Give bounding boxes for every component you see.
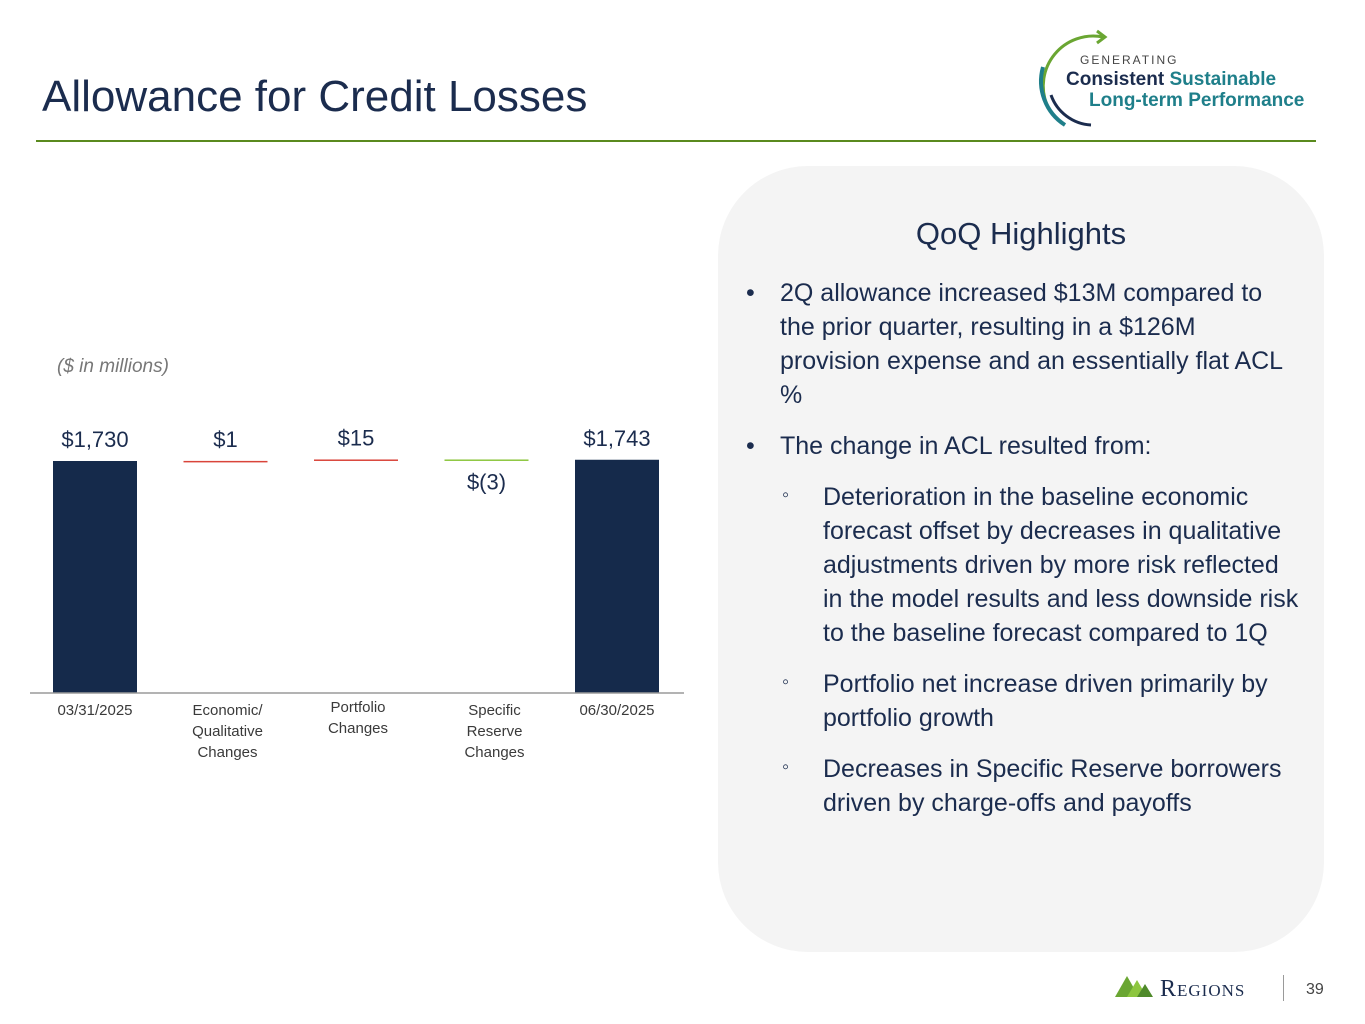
bullet-text: Deterioration in the baseline economic f… [823, 483, 1299, 647]
generating-logo: GENERATING Consistent Sustainable Long-t… [1035, 25, 1335, 135]
bullet-marker-icon: • [746, 432, 755, 460]
value-label-0: $1,730 [61, 427, 128, 452]
category-label-3: Specific Reserve Changes [464, 702, 524, 761]
bullet-marker-icon: ◦ [782, 484, 790, 506]
logo-consistent: Consistent [1066, 69, 1165, 90]
bar-delta-2 [314, 459, 398, 461]
swoosh-logo-icon [1039, 29, 1108, 127]
category-label-2: Portfolio Changes [328, 699, 388, 737]
waterfall-chart-svg: ($ in millions) $1,730 $1 $15 $(3) $1,743 03… [30, 356, 684, 761]
footer-separator [1283, 975, 1284, 1001]
waterfall-chart: ($ in millions) $1,730 $1 $15 $(3) $1,743 03… [0, 150, 700, 795]
value-label-2: $15 [338, 425, 375, 450]
logo-line-2: Long-term Performance [1089, 90, 1305, 111]
logo-line-1: Consistent Sustainable [1066, 69, 1276, 91]
logo-generating-text: GENERATING [1080, 53, 1179, 67]
panel-title: QoQ Highlights [915, 216, 1127, 251]
highlight-bullet-2: ◦ Deterioration in the baseline economic … [740, 480, 1300, 650]
bullet-marker-icon: ◦ [782, 671, 790, 693]
highlight-bullet-1: • The change in ACL resulted from: [740, 429, 1300, 463]
chart-units-note: ($ in millions) [57, 356, 169, 377]
bar-total-4 [575, 459, 659, 693]
regions-triangle-icon [1115, 976, 1153, 997]
qoq-highlights-panel: QoQ Highlights • 2Q allowance increased $… [718, 166, 1324, 952]
title-divider [36, 140, 1316, 142]
page-title: Allowance for Credit Losses [42, 72, 588, 121]
regions-wordmark: Regions [1160, 976, 1246, 1002]
bullet-text: Decreases in Specific Reserve borrowers … [823, 755, 1282, 817]
bullet-text: Portfolio net increase driven primarily … [823, 670, 1268, 732]
value-label-3: $(3) [467, 469, 506, 494]
value-label-4: $1,743 [583, 426, 650, 451]
bullet-text: 2Q allowance increased $13M compared to … [780, 279, 1283, 409]
category-label-0: 03/31/2025 [57, 702, 132, 719]
highlight-bullet-4: ◦ Decreases in Specific Reserve borrowers… [740, 752, 1300, 820]
page-number: 39 [1306, 981, 1324, 998]
bullet-marker-icon: • [746, 279, 755, 307]
bullet-marker-icon: ◦ [782, 756, 790, 778]
highlight-bullet-3: ◦ Portfolio net increase driven primarily… [740, 667, 1300, 735]
highlight-bullet-0: • 2Q allowance increased $13M compared to… [740, 276, 1300, 412]
regions-footer-logo: Regions [1113, 970, 1273, 1002]
bar-delta-1 [183, 460, 268, 463]
category-label-1: Economic/Qualitative Changes [192, 702, 263, 761]
bar-total-0 [53, 461, 137, 693]
value-label-1: $1 [213, 427, 237, 452]
logo-sustainable: Sustainable [1169, 69, 1277, 90]
category-label-4: 06/30/2025 [579, 702, 654, 719]
bar-delta-3 [444, 459, 529, 461]
highlights-list: • 2Q allowance increased $13M compared to… [740, 276, 1300, 837]
bullet-text: The change in ACL resulted from: [780, 432, 1152, 460]
